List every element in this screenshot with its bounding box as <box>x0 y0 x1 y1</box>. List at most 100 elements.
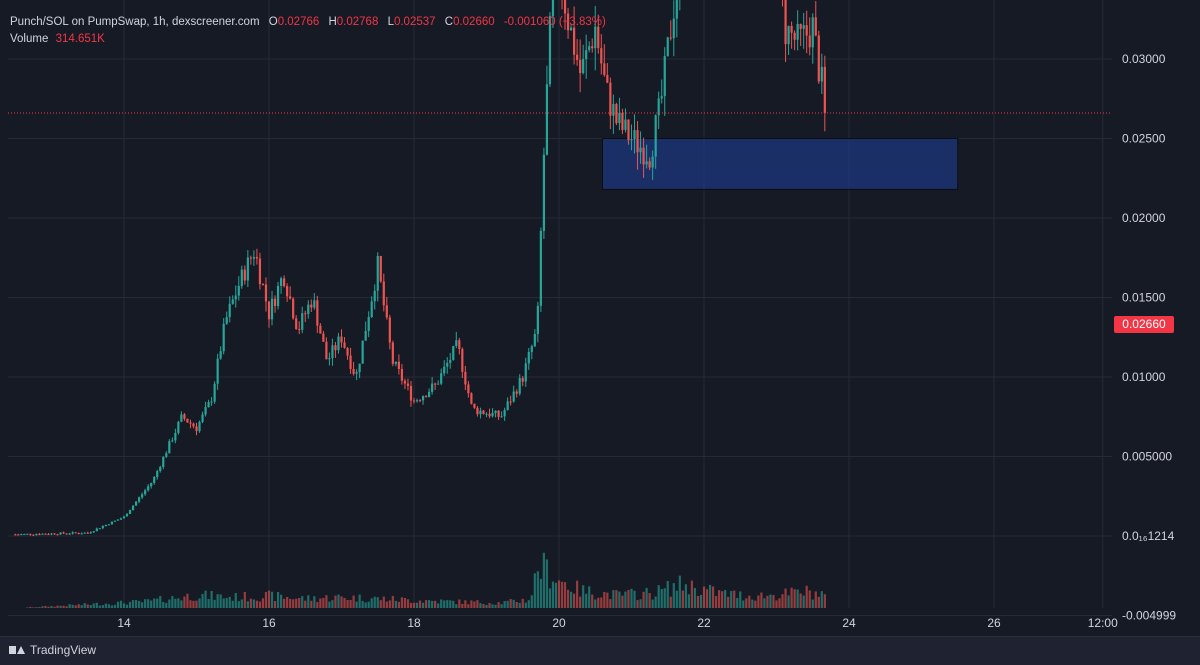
volume-bar <box>80 605 83 608</box>
candle-body <box>660 96 663 99</box>
volume-bar <box>678 575 681 608</box>
candle-body <box>437 383 440 385</box>
volume-bar <box>757 595 760 608</box>
candle-body <box>576 54 579 60</box>
volume-bar <box>718 590 721 608</box>
candle-body <box>440 373 443 384</box>
volume-bar <box>814 591 817 608</box>
candle-body <box>633 130 636 140</box>
candle-body <box>657 98 660 116</box>
brand-label: TradingView <box>30 643 97 657</box>
volume-bar <box>660 589 663 608</box>
volume-bar <box>787 595 790 608</box>
volume-bar <box>44 605 47 608</box>
candle-body <box>446 362 449 367</box>
support-zone-rect <box>602 138 959 190</box>
candle-body <box>639 147 642 153</box>
volume-bar <box>153 598 156 608</box>
volume-bar <box>412 602 416 608</box>
candle-body <box>518 378 521 394</box>
volume-bar <box>434 600 437 608</box>
candle-body <box>418 400 422 402</box>
volume-bar <box>325 595 328 608</box>
volume-bar <box>808 590 811 608</box>
volume-bar <box>663 588 666 608</box>
volume-bar <box>820 591 823 608</box>
candle-body <box>488 413 491 417</box>
candle-body <box>358 363 361 373</box>
volume-bar <box>588 586 591 608</box>
volume-bar <box>144 599 147 608</box>
time-tick-label: 26 <box>987 616 1001 630</box>
volume-bar <box>240 599 243 608</box>
volume-bar <box>476 600 479 608</box>
candle-body <box>615 103 618 124</box>
candle-body <box>26 533 29 535</box>
time-tick-label: 22 <box>697 616 711 630</box>
volume-bar <box>159 596 162 608</box>
volume-bar <box>65 606 68 608</box>
candle-body <box>424 396 428 398</box>
volume-bar <box>264 592 268 608</box>
open-value: 0.02766 <box>277 16 320 28</box>
volume-bar <box>292 599 295 608</box>
candle-body <box>331 345 334 359</box>
candle-body <box>588 46 591 51</box>
candle-body <box>20 534 23 536</box>
volume-bar <box>316 602 319 608</box>
candle-body <box>183 414 186 419</box>
volume-bar <box>799 593 802 608</box>
candle-body <box>485 413 488 415</box>
volume-bar <box>41 606 44 608</box>
candle-body <box>636 130 639 153</box>
candle-body <box>35 534 38 536</box>
volume-bar <box>479 603 482 608</box>
volume-bar <box>92 603 95 608</box>
candle-body <box>261 284 265 286</box>
candle-body <box>337 336 340 351</box>
candle-body <box>373 290 376 302</box>
volume-bar <box>705 589 709 608</box>
candle-body <box>177 421 180 433</box>
candle-body <box>473 403 476 408</box>
volume-bar <box>778 598 781 608</box>
volume-bar <box>503 601 506 608</box>
volume-bar <box>304 600 307 608</box>
volume-bar <box>343 597 346 608</box>
candle-body <box>189 422 192 424</box>
candle-body <box>322 333 325 342</box>
candle-body <box>793 32 796 40</box>
candle-body <box>283 278 286 287</box>
volume-bar <box>134 599 138 608</box>
candle-body <box>536 305 539 335</box>
candle-body <box>355 372 358 374</box>
candle-body <box>156 471 159 477</box>
candle-body <box>346 347 349 356</box>
candle-body <box>159 467 162 472</box>
candle-body <box>198 421 201 432</box>
volume-bar <box>811 599 814 608</box>
volume-bar <box>690 580 694 608</box>
high-value: 0.02768 <box>336 16 379 28</box>
volume-bar <box>733 590 736 608</box>
volume-bar <box>310 600 313 608</box>
chart-legend: Punch/SOL on PumpSwap, 1h, dexscreener.c… <box>10 14 606 48</box>
volume-bar <box>754 600 757 608</box>
volume-bar <box>74 605 77 608</box>
candle-body <box>503 410 506 417</box>
volume-bar <box>736 598 739 608</box>
volume-bar <box>71 604 74 608</box>
volume-bar <box>790 587 793 608</box>
candle-body <box>618 113 621 124</box>
candle-body <box>388 317 391 343</box>
candle-body <box>270 298 274 320</box>
volume-bar <box>431 600 434 608</box>
volume-bar <box>739 591 742 608</box>
candle-body <box>113 520 117 522</box>
candle-body <box>666 37 669 57</box>
candle-body <box>56 534 59 536</box>
tradingview-logo[interactable]: TradingView <box>9 643 96 657</box>
volume-bar <box>542 552 545 608</box>
